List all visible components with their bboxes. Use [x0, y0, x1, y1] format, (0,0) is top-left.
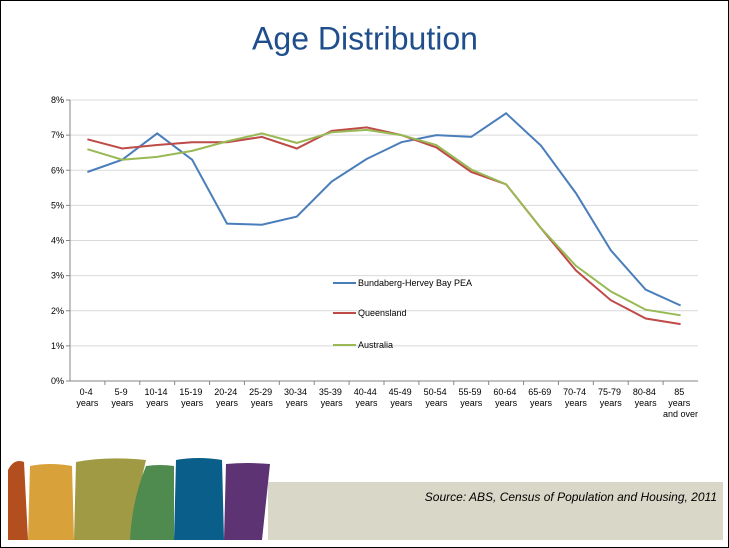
x-tick-label: 35-39 years — [319, 387, 345, 408]
deco-shape — [28, 464, 74, 540]
x-tick-label: 30-34 years — [284, 387, 310, 408]
deco-shape — [224, 463, 270, 540]
deco-shape — [174, 458, 224, 540]
x-tick-label: 60-64 years — [493, 387, 519, 408]
series-line — [87, 128, 681, 317]
x-tick-label: 80-84 years — [633, 387, 659, 408]
source-note: Source: ABS, Census of Population and Ho… — [425, 490, 717, 504]
deco-shape — [8, 461, 28, 540]
series-line — [87, 126, 681, 326]
x-tick-label: 15-19 years — [179, 387, 205, 408]
y-tick-label: 0% — [51, 376, 64, 386]
x-tick-label: 10-14 years — [144, 387, 170, 408]
x-tick-label: 50-54 years — [424, 387, 450, 408]
legend-label: Queensland — [358, 308, 407, 318]
legend-label: Bundaberg-Hervey Bay PEA — [358, 278, 472, 288]
footer-band — [268, 482, 723, 540]
x-tick-label: 45-49 years — [389, 387, 415, 408]
y-tick-label: 6% — [51, 165, 64, 175]
y-tick-label: 5% — [51, 200, 64, 210]
x-tick-label: 40-44 years — [354, 387, 380, 408]
series-line — [87, 112, 682, 307]
deco-shape — [74, 458, 146, 540]
y-tick-label: 3% — [51, 271, 64, 281]
x-tick-label: 70-74 years — [563, 387, 589, 408]
legend-label: Australia — [358, 340, 393, 350]
x-tick-label: 55-59 years — [458, 387, 484, 408]
y-tick-label: 8% — [51, 95, 64, 105]
x-tick-label: 75-79 years — [598, 387, 624, 408]
deco-shape — [130, 465, 174, 540]
y-tick-label: 7% — [51, 130, 64, 140]
x-tick-label: 20-24 years — [214, 387, 240, 408]
y-tick-label: 1% — [51, 341, 64, 351]
x-tick-label: 65-69 years — [528, 387, 554, 408]
x-tick-label: 0-4 years — [76, 387, 99, 408]
x-tick-label: 5-9 years — [111, 387, 134, 408]
x-tick-label: 85 years and over — [663, 387, 698, 419]
x-tick-label: 25-29 years — [249, 387, 275, 408]
chart-title: Age Distribution — [252, 20, 478, 56]
y-tick-label: 4% — [51, 236, 64, 246]
y-tick-label: 2% — [51, 306, 64, 316]
